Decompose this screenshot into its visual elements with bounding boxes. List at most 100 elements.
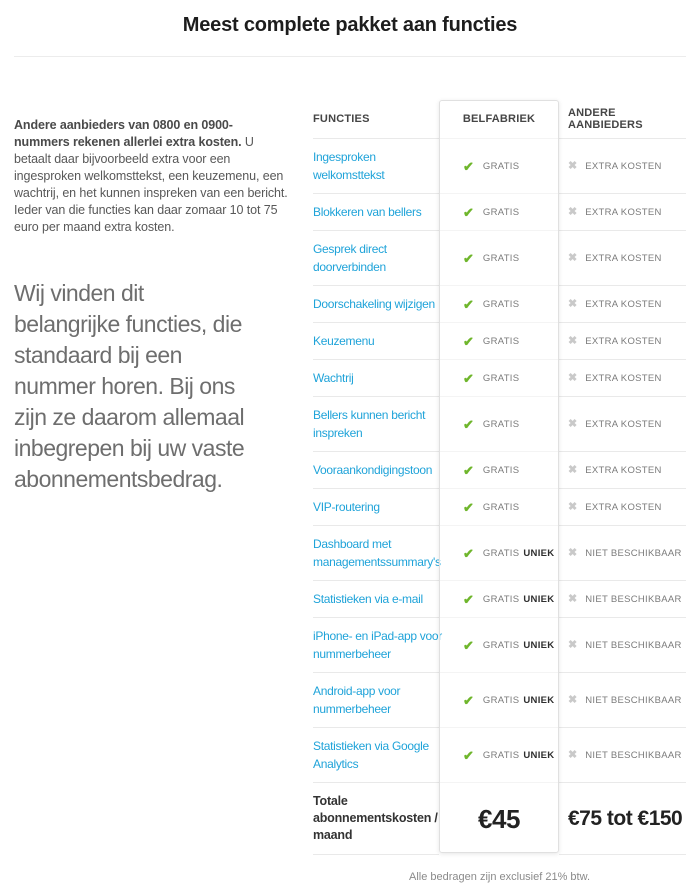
competitor-cell: ✖ EXTRA KOSTEN: [559, 452, 686, 489]
competitor-status-text: NIET BESCHIKBAAR: [585, 639, 682, 651]
competitor-cell: ✖ EXTRA KOSTEN: [559, 323, 686, 360]
check-icon: ✔: [463, 416, 474, 432]
belfabriek-cell: ✔ GRATIS: [439, 139, 559, 194]
belfabriek-status-text: GRATIS: [482, 160, 520, 172]
belfabriek-status-text: GRATIS: [482, 335, 520, 347]
belfabriek-status-text: GRATIS: [482, 639, 520, 651]
competitor-cell: ✖ EXTRA KOSTEN: [559, 194, 686, 231]
feature-link[interactable]: Gesprek direct doorverbinden: [313, 242, 387, 274]
page-title: Meest complete pakket aan functies: [182, 14, 518, 36]
competitor-status: ✖ EXTRA KOSTEN: [568, 463, 662, 476]
competitor-status-text: EXTRA KOSTEN: [585, 335, 662, 347]
cross-icon: ✖: [568, 592, 578, 605]
feature-link[interactable]: Wachtrij: [313, 371, 354, 385]
belfabriek-status: ✔ GRATIS UNIEK: [463, 593, 554, 606]
competitor-status-text: EXTRA KOSTEN: [585, 372, 662, 384]
competitor-status: ✖ NIET BESCHIKBAAR: [568, 592, 682, 605]
total-row: Totale abonnementskosten / maand €45 €75 t…: [313, 783, 686, 855]
header-andere-aanbieders: ANDERE AANBIEDERS: [559, 100, 686, 139]
check-icon: ✔: [463, 370, 474, 386]
competitor-status: ✖ EXTRA KOSTEN: [568, 501, 662, 513]
feature-rows: Ingesproken welkomsttekst ✔ GRATIS ✖ EXTR…: [313, 139, 686, 783]
uniek-badge: UNIEK: [523, 639, 555, 651]
belfabriek-status-text: GRATIS: [482, 501, 520, 513]
left-column: Andere aanbieders van 0800 en 0900-numme…: [14, 57, 300, 495]
total-label-cell: Totale abonnementskosten / maand: [313, 783, 439, 855]
competitor-cell: ✖ EXTRA KOSTEN: [559, 360, 686, 397]
belfabriek-status-text: GRATIS: [482, 749, 520, 761]
belfabriek-cell: ✔ GRATIS: [439, 286, 559, 323]
competitor-cell: ✖ NIET BESCHIKBAAR: [559, 581, 686, 618]
table-row: VIP-routering ✔ GRATIS ✖ EXTRA KOSTEN: [313, 489, 686, 526]
check-icon: ✔: [463, 250, 474, 266]
check-icon: ✔: [463, 204, 474, 220]
check-icon: ✔: [463, 158, 474, 174]
feature-link[interactable]: Android-app voor nummerbeheer: [313, 684, 401, 716]
table-row: iPhone- en iPad-app voor nummerbeheer ✔ G…: [313, 618, 686, 673]
competitor-status: ✖ EXTRA KOSTEN: [568, 372, 662, 384]
feature-link[interactable]: Statistieken via Google Analytics: [313, 739, 429, 771]
belfabriek-cell: ✔ GRATIS: [439, 194, 559, 231]
belfabriek-cell: ✔ GRATIS UNIEK: [439, 526, 559, 581]
intro-paragraph: Andere aanbieders van 0800 en 0900-numme…: [14, 117, 288, 236]
feature-link[interactable]: Blokkeren van bellers: [313, 205, 422, 219]
feature-cell: Bellers kunnen bericht inspreken: [313, 397, 439, 452]
competitor-status: ✖ NIET BESCHIKBAAR: [568, 749, 682, 761]
belfabriek-cell: ✔ GRATIS: [439, 452, 559, 489]
feature-cell: Android-app voor nummerbeheer: [313, 673, 439, 728]
table-row: Blokkeren van bellers ✔ GRATIS ✖ EXTRA K…: [313, 194, 686, 231]
check-icon: ✔: [463, 296, 474, 312]
header-belfabriek: BELFABRIEK: [439, 100, 559, 139]
feature-link[interactable]: Vooraankondigingstoon: [313, 463, 433, 477]
belfabriek-status: ✔ GRATIS: [463, 335, 519, 348]
feature-link[interactable]: Keuzemenu: [313, 334, 375, 348]
feature-cell: Gesprek direct doorverbinden: [313, 231, 439, 286]
belfabriek-cell: ✔ GRATIS: [439, 360, 559, 397]
check-icon: ✔: [463, 692, 474, 708]
check-icon: ✔: [463, 545, 474, 561]
belfabriek-cell: ✔ GRATIS UNIEK: [439, 618, 559, 673]
belfabriek-cell: ✔ GRATIS: [439, 231, 559, 286]
feature-link[interactable]: Statistieken via e-mail: [313, 592, 423, 606]
competitor-status-text: EXTRA KOSTEN: [585, 418, 662, 430]
total-belfabriek-price: €45: [478, 803, 520, 834]
feature-link[interactable]: iPhone- en iPad-app voor nummerbeheer: [313, 629, 442, 661]
feature-link[interactable]: Dashboard met managementssummary's: [313, 537, 441, 569]
competitor-status-text: EXTRA KOSTEN: [585, 298, 662, 310]
feature-link[interactable]: VIP-routering: [313, 500, 380, 514]
intro-bold-text: Andere aanbieders van 0800 en 0900-numme…: [14, 118, 242, 149]
intro-regular-text: U betaalt daar bijvoorbeeld extra voor e…: [14, 135, 288, 234]
cross-icon: ✖: [568, 638, 578, 651]
belfabriek-status: ✔ GRATIS: [463, 252, 519, 265]
competitor-status-text: EXTRA KOSTEN: [585, 252, 662, 264]
feature-link[interactable]: Bellers kunnen bericht inspreken: [313, 408, 426, 440]
belfabriek-status-text: GRATIS: [482, 418, 520, 430]
feature-cell: Blokkeren van bellers: [313, 194, 439, 231]
cross-icon: ✖: [568, 546, 578, 559]
feature-cell: Doorschakeling wijzigen: [313, 286, 439, 323]
competitor-cell: ✖ EXTRA KOSTEN: [559, 231, 686, 286]
cross-icon: ✖: [568, 159, 578, 172]
belfabriek-status-text: GRATIS: [482, 464, 520, 476]
belfabriek-status-text: GRATIS: [482, 593, 520, 605]
comparison-table: FUNCTIES BELFABRIEK ANDERE AANBIEDERS In…: [313, 100, 686, 855]
feature-link[interactable]: Ingesproken welkomsttekst: [313, 150, 385, 182]
table-row: Vooraankondigingstoon ✔ GRATIS ✖ EXTRA K…: [313, 452, 686, 489]
competitor-cell: ✖ NIET BESCHIKBAAR: [559, 673, 686, 728]
feature-link[interactable]: Doorschakeling wijzigen: [313, 297, 435, 311]
table-row: Doorschakeling wijzigen ✔ GRATIS ✖ EXTRA…: [313, 286, 686, 323]
belfabriek-status: ✔ GRATIS: [463, 298, 519, 311]
total-label: Totale abonnementskosten / maand: [313, 794, 438, 842]
cross-icon: ✖: [568, 463, 578, 476]
belfabriek-status: ✔ GRATIS: [463, 464, 519, 477]
table-row: Keuzemenu ✔ GRATIS ✖ EXTRA KOSTEN: [313, 323, 686, 360]
table-row: Android-app voor nummerbeheer ✔ GRATIS UN…: [313, 673, 686, 728]
competitor-status-text: NIET BESCHIKBAAR: [585, 749, 682, 761]
belfabriek-status: ✔ GRATIS UNIEK: [463, 547, 554, 560]
competitor-status-text: EXTRA KOSTEN: [585, 464, 662, 476]
check-icon: ✔: [463, 499, 474, 515]
table-row: Statistieken via Google Analytics ✔ GRATI…: [313, 728, 686, 783]
belfabriek-status: ✔ GRATIS: [463, 372, 519, 385]
cross-icon: ✖: [568, 251, 578, 264]
